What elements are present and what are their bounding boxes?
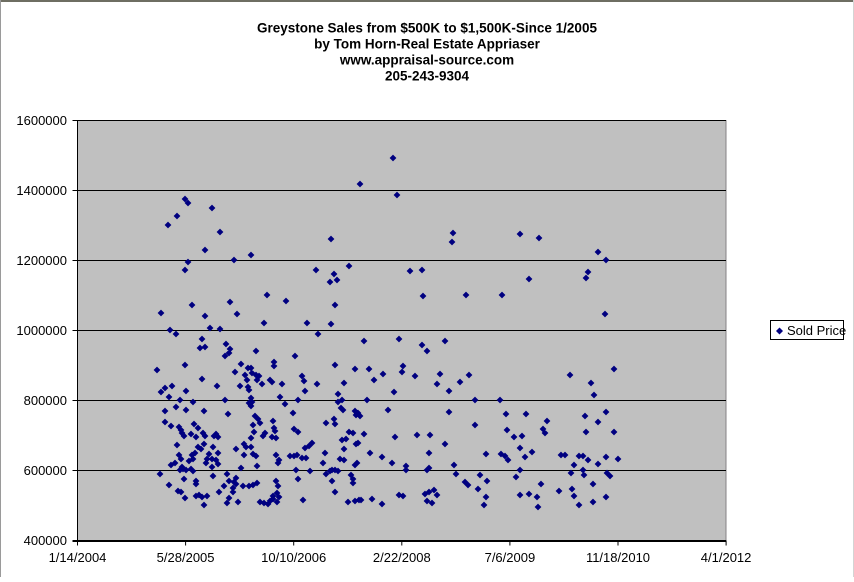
svg-text:10/10/2006: 10/10/2006 [261, 550, 326, 565]
svg-text:7/6/2009: 7/6/2009 [485, 550, 536, 565]
svg-text:400000: 400000 [24, 533, 67, 548]
svg-text:205-243-9304: 205-243-9304 [385, 69, 470, 84]
svg-text:www.appraisal-source.com: www.appraisal-source.com [339, 53, 514, 68]
svg-text:1400000: 1400000 [16, 183, 67, 198]
svg-text:800000: 800000 [24, 393, 67, 408]
svg-text:Sold Price: Sold Price [787, 323, 846, 338]
svg-text:by Tom Horn-Real Estate Appria: by Tom Horn-Real Estate Appriaser [314, 37, 541, 52]
svg-text:2/22/2008: 2/22/2008 [373, 550, 431, 565]
svg-text:1/14/2004: 1/14/2004 [49, 550, 107, 565]
svg-text:1200000: 1200000 [16, 253, 67, 268]
svg-text:1600000: 1600000 [16, 113, 67, 128]
svg-text:11/18/2010: 11/18/2010 [586, 550, 650, 565]
svg-text:4/1/2012: 4/1/2012 [701, 550, 752, 565]
svg-text:5/28/2005: 5/28/2005 [157, 550, 215, 565]
svg-text:1000000: 1000000 [16, 323, 67, 338]
svg-text:Greystone Sales from $500K to: Greystone Sales from $500K to $1,500K-Si… [257, 21, 597, 36]
svg-text:600000: 600000 [24, 463, 67, 478]
